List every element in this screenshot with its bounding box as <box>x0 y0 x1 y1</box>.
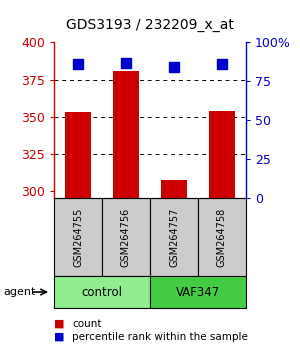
Text: ■: ■ <box>54 332 64 342</box>
Bar <box>161 181 187 198</box>
Text: GSM264756: GSM264756 <box>121 207 131 267</box>
Text: GSM264755: GSM264755 <box>73 207 83 267</box>
Text: percentile rank within the sample: percentile rank within the sample <box>72 332 248 342</box>
Point <box>172 64 176 70</box>
Text: count: count <box>72 319 101 329</box>
Text: agent: agent <box>3 287 35 297</box>
Bar <box>113 71 139 198</box>
Point <box>220 62 224 67</box>
Text: GSM264758: GSM264758 <box>217 207 227 267</box>
Bar <box>209 111 235 198</box>
Bar <box>65 112 91 198</box>
Point <box>124 60 128 65</box>
Point <box>76 62 80 67</box>
Text: control: control <box>82 286 122 298</box>
Text: ■: ■ <box>54 319 64 329</box>
Text: GSM264757: GSM264757 <box>169 207 179 267</box>
Text: GDS3193 / 232209_x_at: GDS3193 / 232209_x_at <box>66 18 234 32</box>
Text: VAF347: VAF347 <box>176 286 220 298</box>
